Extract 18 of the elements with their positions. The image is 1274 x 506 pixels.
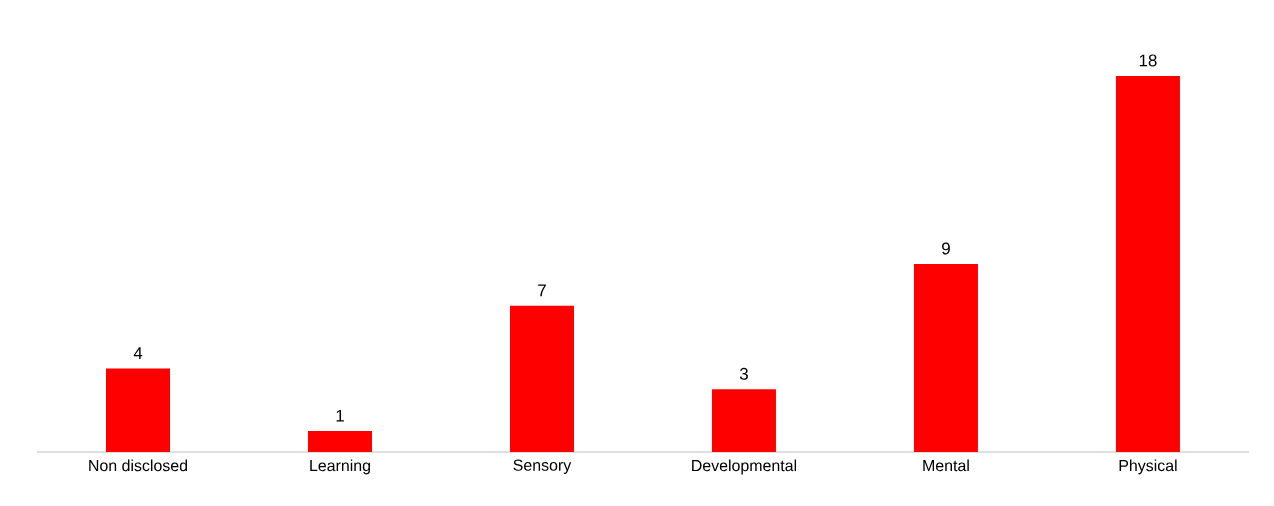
x-tick-label: Learning [310, 459, 370, 475]
data-label: 7 [538, 284, 546, 297]
x-tick-label: Developmental [692, 459, 797, 475]
x-tick-label: Physical [1119, 459, 1177, 475]
bar [307, 431, 372, 452]
data-label: 4 [133, 347, 143, 359]
x-tick-label: Sensory [513, 459, 572, 474]
data-label: 1 [336, 409, 344, 422]
data-label: 9 [942, 242, 950, 255]
x-tick-label: Mental [923, 459, 969, 472]
x-tick-label: Non disclosed [89, 459, 188, 472]
bar [1115, 75, 1180, 452]
data-label: 18 [1139, 54, 1157, 67]
data-label: 3 [739, 367, 748, 380]
bar [509, 305, 574, 452]
bar [106, 368, 170, 452]
bar [711, 389, 776, 452]
bar [913, 264, 978, 452]
